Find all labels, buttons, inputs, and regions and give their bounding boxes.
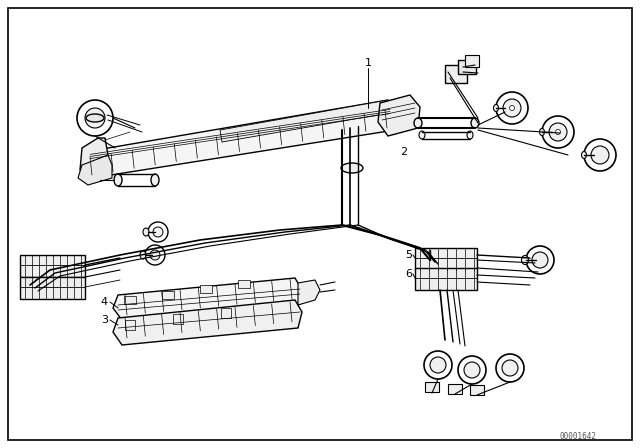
Ellipse shape bbox=[114, 174, 122, 186]
Bar bbox=[125, 320, 135, 330]
Bar bbox=[20, 255, 85, 277]
Bar bbox=[20, 277, 85, 299]
Circle shape bbox=[503, 99, 521, 117]
Circle shape bbox=[542, 116, 574, 148]
Circle shape bbox=[584, 139, 616, 171]
Bar bbox=[448, 384, 462, 394]
Text: 1: 1 bbox=[365, 58, 371, 68]
Circle shape bbox=[458, 356, 486, 384]
Polygon shape bbox=[298, 280, 320, 305]
Circle shape bbox=[502, 360, 518, 376]
Circle shape bbox=[148, 222, 168, 242]
Bar bbox=[458, 60, 476, 74]
Circle shape bbox=[424, 351, 452, 379]
Bar bbox=[221, 308, 231, 318]
Circle shape bbox=[153, 227, 163, 237]
Circle shape bbox=[464, 362, 480, 378]
Bar bbox=[425, 382, 439, 392]
Circle shape bbox=[430, 357, 446, 373]
Bar bbox=[200, 285, 212, 293]
Bar bbox=[173, 314, 183, 324]
Bar bbox=[470, 385, 484, 395]
Ellipse shape bbox=[151, 174, 159, 186]
Bar bbox=[465, 55, 479, 67]
Ellipse shape bbox=[86, 114, 104, 122]
Text: 3: 3 bbox=[101, 315, 108, 325]
Polygon shape bbox=[220, 100, 395, 142]
Ellipse shape bbox=[471, 118, 479, 128]
Circle shape bbox=[145, 245, 165, 265]
Polygon shape bbox=[80, 138, 108, 180]
Polygon shape bbox=[378, 95, 420, 136]
Polygon shape bbox=[113, 278, 302, 320]
Ellipse shape bbox=[493, 104, 499, 112]
Text: 6: 6 bbox=[405, 269, 412, 279]
Bar bbox=[238, 280, 250, 288]
Ellipse shape bbox=[467, 131, 473, 139]
Bar bbox=[124, 296, 136, 304]
Circle shape bbox=[85, 108, 105, 128]
Circle shape bbox=[591, 146, 609, 164]
Polygon shape bbox=[113, 300, 302, 345]
Ellipse shape bbox=[522, 255, 529, 264]
Ellipse shape bbox=[419, 131, 425, 139]
Ellipse shape bbox=[582, 151, 586, 159]
Circle shape bbox=[549, 123, 567, 141]
Ellipse shape bbox=[140, 251, 146, 259]
Text: 4: 4 bbox=[101, 297, 108, 307]
Text: 5: 5 bbox=[405, 250, 412, 260]
Circle shape bbox=[496, 92, 528, 124]
Circle shape bbox=[532, 252, 548, 268]
Circle shape bbox=[150, 250, 160, 260]
Ellipse shape bbox=[414, 118, 422, 128]
Text: 2: 2 bbox=[400, 147, 407, 157]
Circle shape bbox=[496, 354, 524, 382]
Circle shape bbox=[77, 100, 113, 136]
Ellipse shape bbox=[341, 163, 363, 173]
Polygon shape bbox=[82, 100, 398, 178]
Bar bbox=[162, 290, 174, 298]
Ellipse shape bbox=[509, 105, 515, 111]
Ellipse shape bbox=[143, 228, 149, 236]
Bar bbox=[445, 65, 467, 83]
Text: 00001642: 00001642 bbox=[559, 431, 596, 440]
Ellipse shape bbox=[556, 129, 561, 134]
Bar bbox=[415, 248, 477, 270]
Polygon shape bbox=[78, 155, 112, 185]
Ellipse shape bbox=[540, 129, 545, 135]
Bar bbox=[415, 268, 477, 290]
Circle shape bbox=[526, 246, 554, 274]
